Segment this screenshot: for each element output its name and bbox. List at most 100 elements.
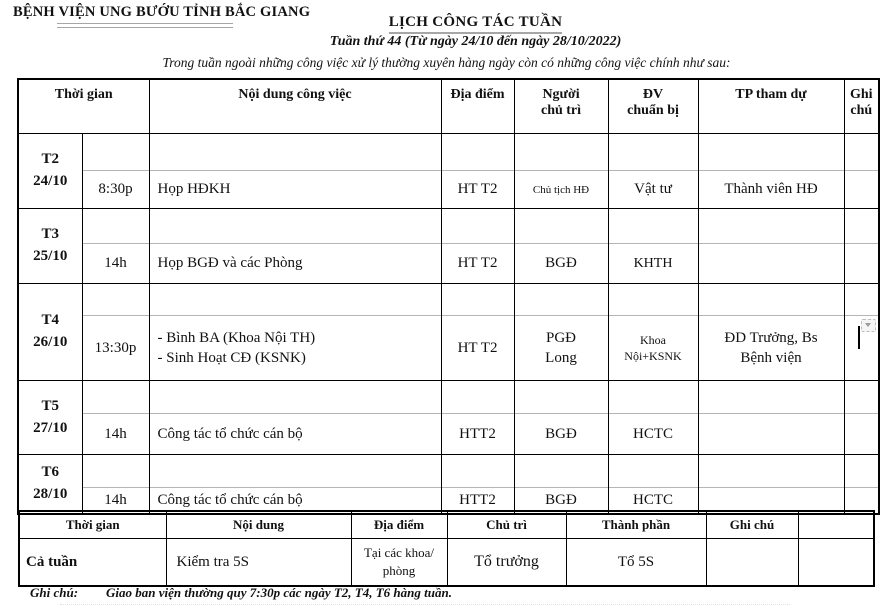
day-cell-t2: T2 24/10 [17,133,83,209]
table-row: 8:30p Họp HĐKH HT T2 Chủ tịch HĐ Vật tư … [18,170,880,209]
header-chair: Người chủ trì [513,78,609,134]
prep-cell: HCTC [607,487,699,515]
attendees-cell: ĐD Trưởng, Bs Bệnh viện [697,315,845,381]
empty-cell [81,208,150,244]
empty-cell [697,283,845,316]
empty-cell [513,208,609,244]
text-cursor [857,326,860,349]
empty-cell [440,208,515,244]
empty-cell [81,380,150,414]
place-cell: HTT2 [440,413,515,455]
header-note: Ghi chú [843,78,880,134]
date-label: 28/10 [33,486,68,502]
header-task: Nội dung [165,510,352,539]
header-note: Ghi chú [705,510,799,539]
table-row: T6 28/10 [17,454,880,514]
note-cell [705,538,799,587]
day-cell-t4: T4 26/10 [17,283,83,381]
table-row: 14h Họp BGĐ và các Phòng HT T2 BGĐ KHTH [18,243,880,284]
task-cell: - Bình BA (Khoa Nội TH) - Sinh Hoạt CĐ (… [148,315,442,381]
task-cell: Họp BGĐ và các Phòng [148,243,442,284]
task-cell: Công tác tổ chức cán bộ [148,487,442,515]
prep-cell: KHTH [607,243,699,284]
task-cell: Công tác tổ chức cán bộ [148,413,442,455]
header-time: Thời gian [18,510,167,539]
footnote-label: Ghi chú: [30,585,79,600]
empty-cell [697,454,845,488]
attendees-cell: Thành viên HĐ [697,170,845,209]
whole-week-table: Thời gian Nội dung Địa điểm Chủ trì Thàn… [18,510,875,587]
day-label: T5 [41,397,59,414]
note-cell [843,315,880,381]
chair-cell: PGĐ Long [513,315,609,381]
empty-cell [148,380,442,414]
header-attendees: TP tham dự [697,78,845,134]
header-place: Địa điểm [440,78,515,134]
day-label: T2 [41,151,59,168]
empty-cell [843,283,880,316]
footnote: Ghi chú: Giao ban viện thường quy 7:30p c… [30,585,452,601]
time-cell: Cả tuần [18,538,167,587]
table-row: Cả tuần Kiểm tra 5S Tại các khoa/ phòng … [18,538,875,587]
task-cell: Kiểm tra 5S [165,538,352,587]
place-cell: HT T2 [440,315,515,381]
note-cell [843,413,880,455]
prep-cell: Khoa Nội+KSNK [607,315,699,381]
empty-cell [148,454,442,488]
empty-cell [440,454,515,488]
document-title: LỊCH CÔNG TÁC TUẦN [388,14,563,34]
empty-cell [513,454,609,488]
footnote-text: Giao ban viện thường quy 7:30p các ngày … [106,585,452,600]
date-label: 26/10 [33,334,68,350]
empty-cell [81,283,150,316]
empty-cell [513,380,609,414]
header-task: Nội dung công việc [148,78,442,134]
header-place: Địa điểm [350,510,448,539]
time-cell: 13:30p [81,315,150,381]
table-row: T2 24/10 [17,133,880,209]
date-label: 24/10 [33,173,68,189]
document-title-wrap: LỊCH CÔNG TÁC TUẦN [0,13,887,34]
day-label: T4 [41,312,59,329]
header-prep: ĐV chuẩn bị [607,78,699,134]
note-cell [843,243,880,284]
empty-cell [513,283,609,316]
week-subtitle: Tuần thứ 44 (Từ ngày 24/10 đến ngày 28/1… [329,34,622,49]
table-row: T4 26/10 [17,283,880,381]
header-members: Thành phần [565,510,707,539]
chair-cell: BGĐ [513,413,609,455]
table-row: 13:30p - Bình BA (Khoa Nội TH) - Sinh Ho… [18,315,880,381]
empty-cell [697,380,845,414]
empty-cell [697,133,845,171]
time-cell: 8:30p [81,170,150,209]
header-chair: Chủ trì [446,510,567,539]
attendees-cell [697,413,845,455]
header-time: Thời gian [17,78,150,134]
attendees-cell [697,243,845,284]
page-bottom-dotted-line [60,604,790,605]
note-cell [843,170,880,209]
empty-cell [607,380,699,414]
intro-line: Trong tuần ngoài những công việc xử lý t… [162,55,731,70]
place-cell: HT T2 [440,243,515,284]
place-cell: Tại các khoa/ phòng [350,538,448,587]
day-label: T6 [41,464,59,481]
table-row: 14h Công tác tổ chức cán bộ HTT2 BGĐ HCT… [18,413,880,455]
empty-cell [697,208,845,244]
weekly-schedule-table: Thời gian Nội dung công việc Địa điểm Ng… [17,78,881,515]
empty-cell [797,538,875,587]
date-label: 27/10 [33,419,68,436]
empty-cell [148,133,442,171]
empty-cell [81,133,150,171]
header-extra [797,510,875,539]
table-row: 14h Công tác tổ chức cán bộ HTT2 BGĐ HCT… [18,487,880,515]
empty-cell [607,454,699,488]
empty-cell [81,454,150,488]
members-cell: Tổ 5S [565,538,707,587]
prep-cell: HCTC [607,413,699,455]
task-cell: Họp HĐKH [148,170,442,209]
day-cell-t6: T6 28/10 [17,454,83,514]
autocorrect-options-icon[interactable] [861,319,877,332]
note-cell [843,487,880,515]
